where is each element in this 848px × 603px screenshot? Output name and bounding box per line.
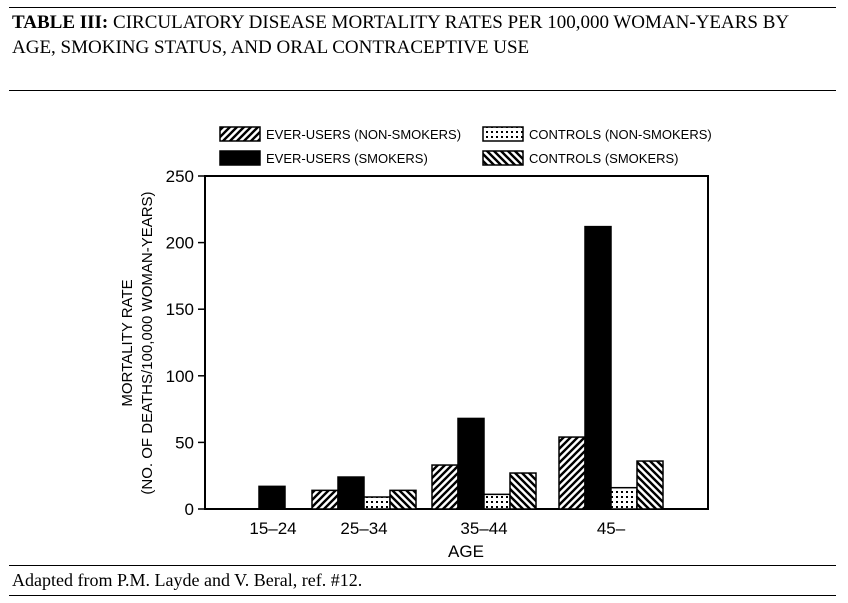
legend-label: CONTROLS (NON-SMOKERS)	[529, 127, 712, 142]
bar	[509, 472, 537, 510]
bar	[457, 417, 485, 510]
y-tick-label: 250	[166, 167, 194, 186]
y-tick-label: 0	[185, 500, 194, 519]
bar	[389, 489, 417, 510]
footnote-top-rule	[9, 565, 836, 566]
bar	[311, 489, 339, 510]
title-top-rule	[9, 7, 836, 8]
table-title-text: CIRCULATORY DISEASE MORTALITY RATES PER …	[12, 12, 789, 58]
bar	[431, 464, 459, 510]
x-axis: 15–24 25–34 35–44 45–	[249, 519, 625, 538]
y-tick-label: 100	[166, 367, 194, 386]
legend-label: CONTROLS (SMOKERS)	[529, 151, 679, 166]
y-axis-label-line1: MORTALITY RATE	[119, 279, 136, 406]
legend-label: EVER-USERS (NON-SMOKERS)	[266, 127, 461, 142]
bars	[258, 225, 664, 510]
y-tick-label: 150	[166, 300, 194, 319]
x-tick-label: 45–	[597, 519, 626, 538]
table-number: TABLE III:	[12, 12, 109, 33]
x-tick-label: 35–44	[460, 519, 507, 538]
title-bottom-rule	[9, 90, 836, 91]
bar	[258, 485, 286, 510]
legend: EVER-USERS (NON-SMOKERS) CONTROLS (NON-SM…	[219, 126, 712, 166]
bar	[363, 496, 391, 510]
source-note: Adapted from P.M. Layde and V. Beral, re…	[12, 570, 363, 590]
y-tick-label: 50	[175, 433, 194, 452]
y-axis: 0 50 100 150 200 250	[166, 167, 205, 519]
x-tick-label: 25–34	[340, 519, 387, 538]
y-axis-label-line2: (NO. OF DEATHS/100,000 WOMAN-YEARS)	[139, 191, 156, 494]
footnote-bottom-rule	[9, 595, 836, 596]
plot-frame	[204, 175, 709, 510]
bar	[610, 486, 638, 510]
legend-swatch	[219, 150, 261, 166]
x-axis-label: AGE	[448, 542, 484, 561]
bar	[337, 476, 365, 510]
table-title: TABLE III: CIRCULATORY DISEASE MORTALITY…	[12, 10, 832, 60]
bar	[584, 225, 612, 510]
x-tick-label: 15–24	[249, 519, 296, 538]
legend-label: EVER-USERS (SMOKERS)	[266, 151, 428, 166]
legend-swatch	[219, 126, 261, 142]
bar	[558, 436, 586, 510]
bar	[483, 493, 511, 510]
bar	[636, 460, 664, 510]
y-tick-label: 200	[166, 234, 194, 253]
legend-swatch	[482, 126, 524, 142]
legend-swatch	[482, 150, 524, 166]
